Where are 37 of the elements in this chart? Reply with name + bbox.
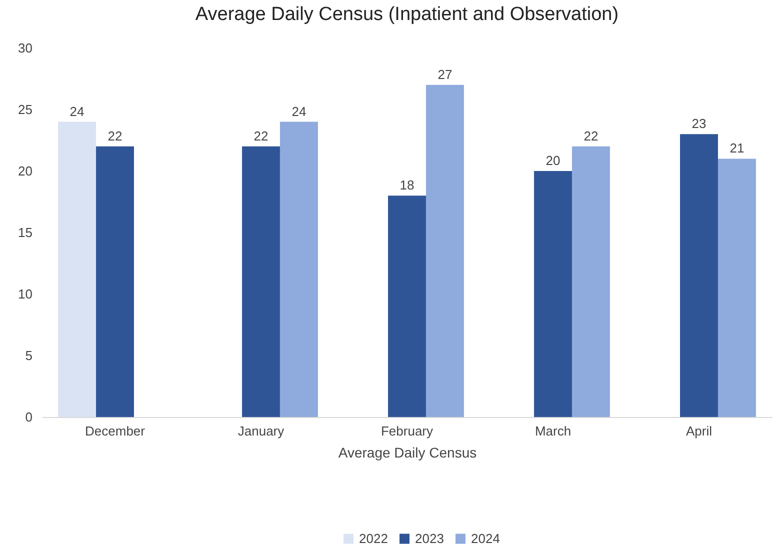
bar — [426, 84, 464, 417]
x-tick-label: February — [380, 424, 434, 438]
data-label: 22 — [108, 128, 122, 144]
chart-title: Average Daily Census (Inpatient and Observation) — [195, 4, 619, 25]
data-label: 20 — [546, 153, 560, 168]
x-tick-label: December — [85, 424, 146, 438]
bar — [680, 134, 718, 417]
bar — [96, 146, 134, 417]
data-label: 22 — [254, 128, 268, 144]
x-tick-label: January — [238, 424, 285, 438]
x-tick-label: March — [534, 424, 572, 438]
y-tick-label: 20 — [18, 164, 32, 178]
y-tick-label: 5 — [25, 348, 32, 363]
bar — [572, 146, 610, 417]
y-tick-label: 15 — [18, 225, 32, 240]
data-label: 18 — [400, 178, 414, 193]
data-label: 22 — [584, 128, 598, 144]
data-label: 24 — [292, 104, 306, 119]
y-tick-label: 25 — [18, 102, 32, 117]
data-label: 23 — [692, 116, 706, 132]
data-label: 21 — [730, 140, 744, 156]
legend-label: 2022 — [359, 530, 388, 544]
data-label: 24 — [70, 104, 84, 119]
bar — [58, 122, 96, 417]
y-tick-label: 10 — [18, 286, 32, 302]
legend-label: 2024 — [471, 530, 500, 544]
bar — [388, 196, 426, 417]
bar — [280, 122, 318, 417]
bar — [718, 158, 756, 417]
x-tick-label: April — [686, 424, 712, 438]
y-tick-label: 0 — [25, 410, 32, 424]
data-label: 27 — [438, 66, 452, 82]
y-tick-label: 30 — [18, 40, 32, 56]
bar — [534, 171, 572, 417]
bar — [242, 146, 280, 417]
x-axis-title: Average Daily Census — [338, 444, 477, 460]
legend-label: 2023 — [415, 530, 444, 544]
